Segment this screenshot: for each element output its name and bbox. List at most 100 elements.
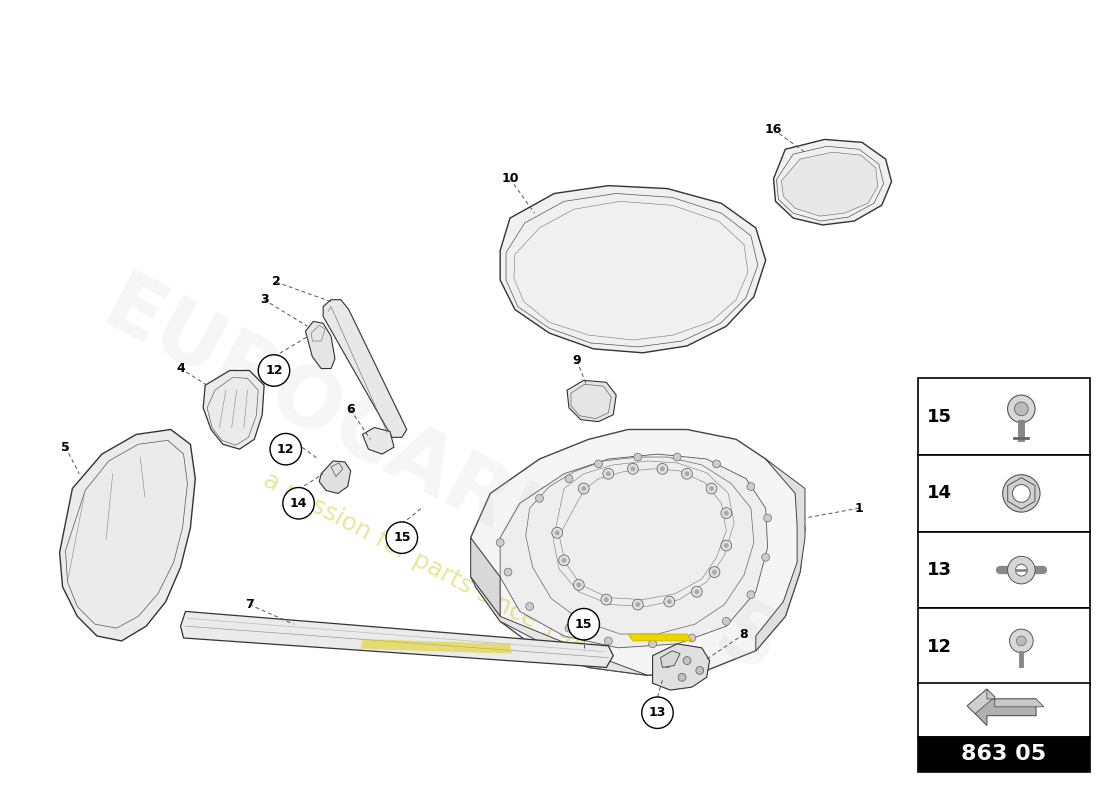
Circle shape: [595, 460, 603, 468]
Circle shape: [692, 586, 702, 597]
Circle shape: [1012, 485, 1031, 502]
Circle shape: [657, 463, 668, 474]
Circle shape: [573, 579, 584, 590]
Circle shape: [565, 624, 573, 632]
Text: 14: 14: [927, 485, 953, 502]
Circle shape: [526, 602, 534, 610]
Circle shape: [747, 590, 755, 598]
Text: 863 05: 863 05: [961, 744, 1046, 764]
Text: 12: 12: [265, 364, 283, 377]
Circle shape: [710, 486, 714, 491]
Circle shape: [664, 596, 674, 607]
Circle shape: [761, 554, 770, 562]
FancyBboxPatch shape: [918, 378, 1090, 455]
Circle shape: [270, 434, 301, 465]
Circle shape: [660, 466, 664, 471]
Polygon shape: [500, 454, 768, 648]
Circle shape: [696, 666, 704, 674]
Circle shape: [565, 474, 573, 482]
Circle shape: [1014, 402, 1028, 416]
Circle shape: [496, 538, 504, 546]
Polygon shape: [500, 186, 766, 353]
Text: EUROCARBARTS: EUROCARBARTS: [89, 266, 793, 691]
Circle shape: [1010, 629, 1033, 653]
Circle shape: [636, 602, 640, 607]
Text: 13: 13: [927, 561, 953, 579]
Circle shape: [667, 599, 672, 604]
Circle shape: [710, 566, 719, 578]
Circle shape: [684, 471, 690, 476]
Polygon shape: [987, 689, 1044, 707]
Text: 12: 12: [927, 638, 953, 656]
Circle shape: [603, 468, 614, 479]
Circle shape: [554, 530, 560, 535]
Circle shape: [1008, 556, 1035, 584]
Text: 15: 15: [927, 408, 953, 426]
Text: 15: 15: [575, 618, 593, 630]
Circle shape: [1015, 564, 1027, 576]
Circle shape: [552, 527, 562, 538]
FancyBboxPatch shape: [918, 532, 1090, 609]
Text: 6: 6: [346, 403, 355, 416]
Polygon shape: [180, 611, 613, 667]
Polygon shape: [471, 538, 501, 616]
Polygon shape: [319, 461, 351, 494]
Polygon shape: [967, 689, 1036, 726]
Polygon shape: [59, 430, 196, 641]
Circle shape: [713, 460, 721, 468]
Circle shape: [562, 558, 566, 562]
Text: 7: 7: [245, 598, 254, 611]
Polygon shape: [204, 370, 264, 449]
Polygon shape: [363, 427, 394, 454]
Text: 1: 1: [855, 502, 864, 514]
Circle shape: [568, 609, 600, 640]
Circle shape: [694, 590, 700, 594]
FancyBboxPatch shape: [918, 738, 1090, 772]
Polygon shape: [566, 380, 616, 422]
Circle shape: [630, 466, 636, 471]
Circle shape: [604, 597, 608, 602]
Text: 4: 4: [176, 362, 185, 375]
Circle shape: [536, 494, 543, 502]
Circle shape: [627, 463, 638, 474]
Text: 9: 9: [572, 354, 581, 367]
Circle shape: [663, 660, 671, 667]
Circle shape: [706, 483, 717, 494]
Polygon shape: [967, 689, 994, 714]
Circle shape: [504, 568, 512, 576]
Text: 5: 5: [62, 441, 70, 454]
FancyBboxPatch shape: [918, 683, 1090, 738]
Polygon shape: [660, 650, 680, 667]
Polygon shape: [773, 139, 891, 225]
Text: 12: 12: [277, 442, 295, 456]
Circle shape: [673, 453, 681, 461]
Text: 14: 14: [289, 497, 307, 510]
FancyBboxPatch shape: [918, 455, 1090, 532]
Circle shape: [649, 640, 657, 648]
Circle shape: [683, 657, 691, 665]
Circle shape: [763, 514, 771, 522]
Circle shape: [678, 674, 686, 682]
Circle shape: [1002, 474, 1040, 512]
Circle shape: [258, 354, 289, 386]
Circle shape: [634, 453, 641, 461]
Circle shape: [688, 634, 696, 642]
Circle shape: [747, 482, 755, 490]
Text: 3: 3: [260, 293, 268, 306]
Circle shape: [559, 555, 570, 566]
Polygon shape: [471, 577, 648, 675]
FancyBboxPatch shape: [918, 609, 1090, 685]
Circle shape: [712, 570, 717, 574]
Polygon shape: [323, 300, 407, 438]
Circle shape: [720, 508, 732, 518]
Circle shape: [604, 637, 613, 645]
Circle shape: [720, 540, 732, 551]
Circle shape: [641, 697, 673, 729]
Circle shape: [606, 471, 610, 476]
Circle shape: [579, 483, 590, 494]
Text: 15: 15: [393, 531, 410, 544]
Circle shape: [724, 510, 729, 515]
Circle shape: [386, 522, 418, 554]
Circle shape: [723, 618, 730, 625]
Circle shape: [581, 486, 586, 491]
